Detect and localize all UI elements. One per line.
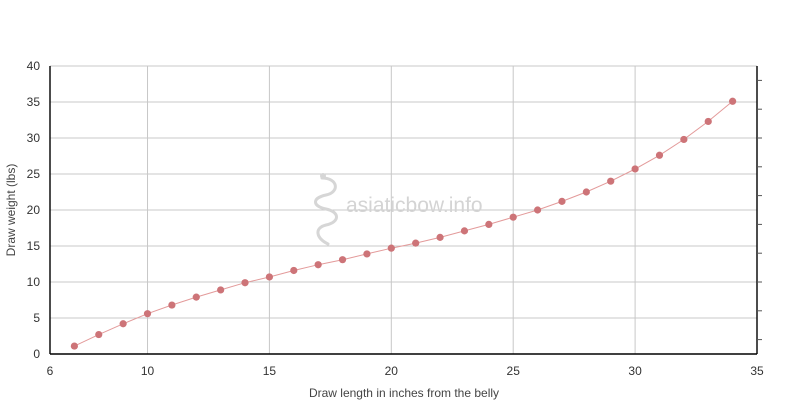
watermark-snake-head-icon (320, 173, 326, 179)
x-tick-label: 10 (141, 364, 155, 378)
data-point (168, 301, 176, 309)
x-tick-label: 25 (507, 364, 521, 378)
y-tick-label: 15 (27, 239, 41, 253)
x-tick-label: 6 (47, 364, 54, 378)
data-point (338, 256, 347, 264)
x-tick-label: 35 (750, 364, 764, 378)
data-point (655, 151, 664, 159)
tick-labels: 6 10 15 20 25 30 35 0 5 10 15 20 25 30 35 40 (27, 59, 764, 378)
data-point (70, 342, 78, 350)
y-tick-label: 20 (27, 203, 41, 217)
data-point (436, 233, 444, 241)
y-tick-label: 10 (27, 275, 41, 289)
y-axis-title: Draw weight (lbs) (4, 164, 18, 257)
watermark-text: asiaticbow.info (346, 194, 483, 217)
data-point (558, 197, 566, 205)
data-point (95, 330, 103, 339)
data-point (265, 273, 274, 281)
data-point (460, 227, 469, 235)
watermark-snake-icon (314, 176, 338, 246)
data-point (582, 188, 590, 196)
data-point (704, 117, 712, 126)
series-group (70, 97, 737, 350)
data-point (533, 206, 542, 214)
y-tick-label: 40 (27, 59, 41, 73)
data-point (217, 286, 225, 294)
x-tick-label: 20 (385, 364, 399, 378)
data-point (729, 97, 737, 105)
data-point (387, 244, 395, 252)
y-tick-label: 30 (27, 131, 41, 145)
y-tick-label: 35 (27, 95, 41, 109)
data-point (241, 279, 249, 287)
data-point (412, 239, 420, 247)
data-point (485, 220, 493, 228)
x-tick-label: 30 (628, 364, 642, 378)
y-tick-label: 0 (33, 347, 40, 361)
axes-frame (49, 66, 762, 355)
data-point (363, 250, 371, 258)
data-point (143, 310, 152, 318)
data-point (607, 177, 615, 185)
series-line (74, 100, 733, 347)
data-point (314, 261, 322, 269)
grid-lines (50, 65, 757, 354)
data-point (680, 135, 688, 144)
watermark: asiaticbow.info (314, 173, 483, 246)
data-point (631, 165, 639, 173)
y-tick-label: 25 (27, 167, 41, 181)
x-axis-title: Draw length in inches from the belly (309, 386, 499, 400)
y-tick-label: 5 (33, 311, 40, 325)
x-tick-label: 15 (263, 364, 277, 378)
data-point (192, 293, 200, 301)
data-point (290, 266, 298, 275)
data-point (119, 320, 127, 328)
data-point (509, 213, 517, 221)
